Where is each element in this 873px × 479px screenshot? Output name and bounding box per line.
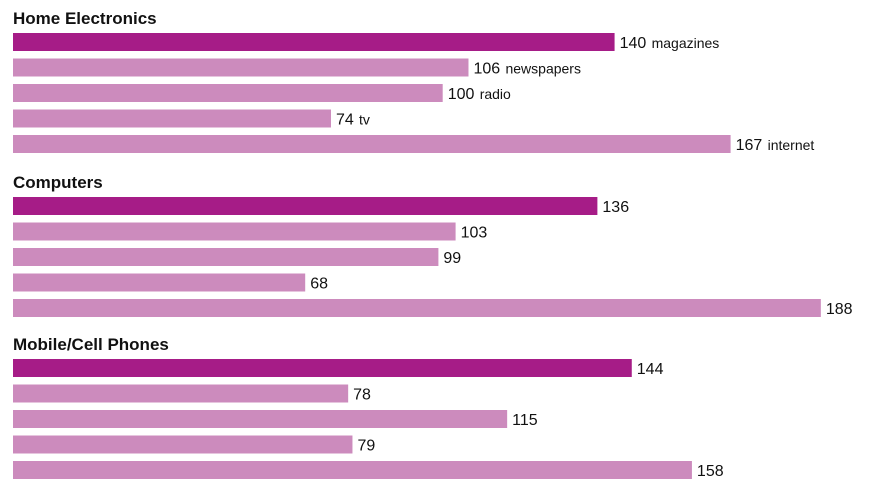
value-label: 99 bbox=[443, 250, 461, 267]
value-label: 103 bbox=[461, 225, 488, 242]
value-label: 79 bbox=[357, 438, 375, 455]
bar bbox=[13, 435, 353, 454]
group-title: Computers bbox=[13, 173, 103, 192]
value-label: 115 bbox=[512, 412, 538, 429]
bar bbox=[13, 384, 349, 403]
bar-group: Mobile/Cell Phones 144 78 115 79 158 bbox=[13, 335, 724, 479]
bar-group: Home Electronics 140 magazines 106 newspaper… bbox=[13, 9, 814, 154]
value-label: 140 bbox=[620, 35, 647, 52]
bar bbox=[13, 33, 615, 51]
value-label: 106 bbox=[473, 61, 500, 78]
value-label: 78 bbox=[353, 387, 371, 404]
bar bbox=[13, 109, 331, 128]
value-label: 136 bbox=[602, 199, 629, 216]
group-title: Home Electronics bbox=[13, 9, 157, 28]
bar bbox=[13, 273, 306, 292]
value-label: 188 bbox=[826, 301, 853, 318]
bar bbox=[13, 84, 443, 102]
category-label: newspapers bbox=[505, 61, 581, 77]
value-label: 158 bbox=[697, 463, 724, 479]
category-label: internet bbox=[768, 137, 815, 153]
category-label: radio bbox=[480, 86, 511, 102]
bar bbox=[13, 461, 692, 479]
bar bbox=[13, 248, 439, 266]
group-title: Mobile/Cell Phones bbox=[13, 335, 169, 354]
bar bbox=[13, 299, 821, 317]
bar bbox=[13, 222, 456, 241]
value-label: 74 bbox=[336, 112, 354, 129]
category-label: tv bbox=[359, 112, 370, 128]
value-label: 68 bbox=[310, 276, 328, 293]
value-label: 100 bbox=[448, 86, 475, 103]
bar-groups: Home Electronics 140 magazines 106 newspaper… bbox=[13, 9, 853, 479]
bar bbox=[13, 135, 731, 153]
bar bbox=[13, 359, 632, 377]
value-label: 167 bbox=[736, 137, 763, 154]
bar bbox=[13, 197, 598, 215]
value-label: 144 bbox=[637, 361, 664, 378]
category-label: magazines bbox=[652, 35, 720, 51]
bar bbox=[13, 410, 508, 428]
bar bbox=[13, 58, 469, 77]
